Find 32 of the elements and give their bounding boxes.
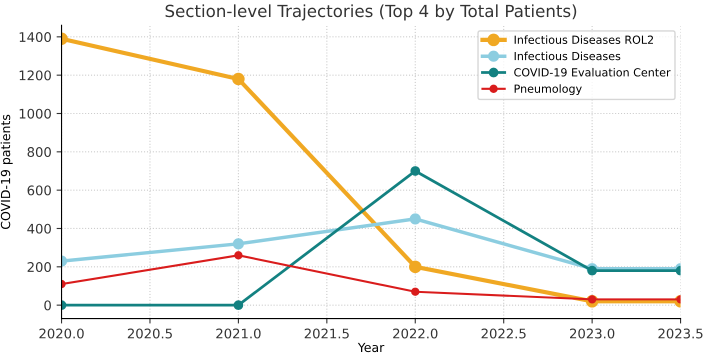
point xyxy=(587,266,597,276)
y-tick-label: 800 xyxy=(28,147,51,158)
x-tick-label: 2021.5 xyxy=(304,328,349,338)
legend-label: Infectious Diseases ROL2 xyxy=(514,35,653,44)
y-axis-title: COVID-19 patients xyxy=(0,114,13,230)
point xyxy=(410,166,420,176)
x-tick-label: 2020.5 xyxy=(128,328,172,338)
y-tick-label: 1200 xyxy=(20,70,51,80)
y-tick-label: 600 xyxy=(28,185,51,196)
y-tick-label: 0 xyxy=(44,300,51,310)
legend-label: Infectious Diseases xyxy=(514,52,620,60)
y-tick-label: 200 xyxy=(28,262,51,272)
point xyxy=(232,72,245,86)
point xyxy=(234,251,243,260)
point xyxy=(410,213,421,224)
x-tick-label: 2022.5 xyxy=(482,328,526,338)
x-axis-title: Year xyxy=(358,342,384,352)
x-tick-label: 2021.0 xyxy=(216,328,261,338)
legend-label: Pneumology xyxy=(514,84,582,96)
y-tick-label: 1400 xyxy=(20,32,51,42)
point xyxy=(411,288,420,296)
point xyxy=(234,300,244,310)
legend-label: COVID-19 Evaluation Center xyxy=(514,68,671,77)
y-tick-label: 1000 xyxy=(20,108,51,119)
y-tick-label: 400 xyxy=(27,224,51,234)
x-tick-label: 2020.0 xyxy=(39,328,84,338)
chart-title: Section-level Trajectories (Top 4 by Total Patients) xyxy=(166,4,576,20)
x-tick-label: 2023.5 xyxy=(658,328,702,338)
x-tick-label: 2023.0 xyxy=(570,328,614,338)
x-tick-label: 2022.0 xyxy=(393,328,438,338)
point xyxy=(232,238,244,250)
point xyxy=(409,260,422,274)
